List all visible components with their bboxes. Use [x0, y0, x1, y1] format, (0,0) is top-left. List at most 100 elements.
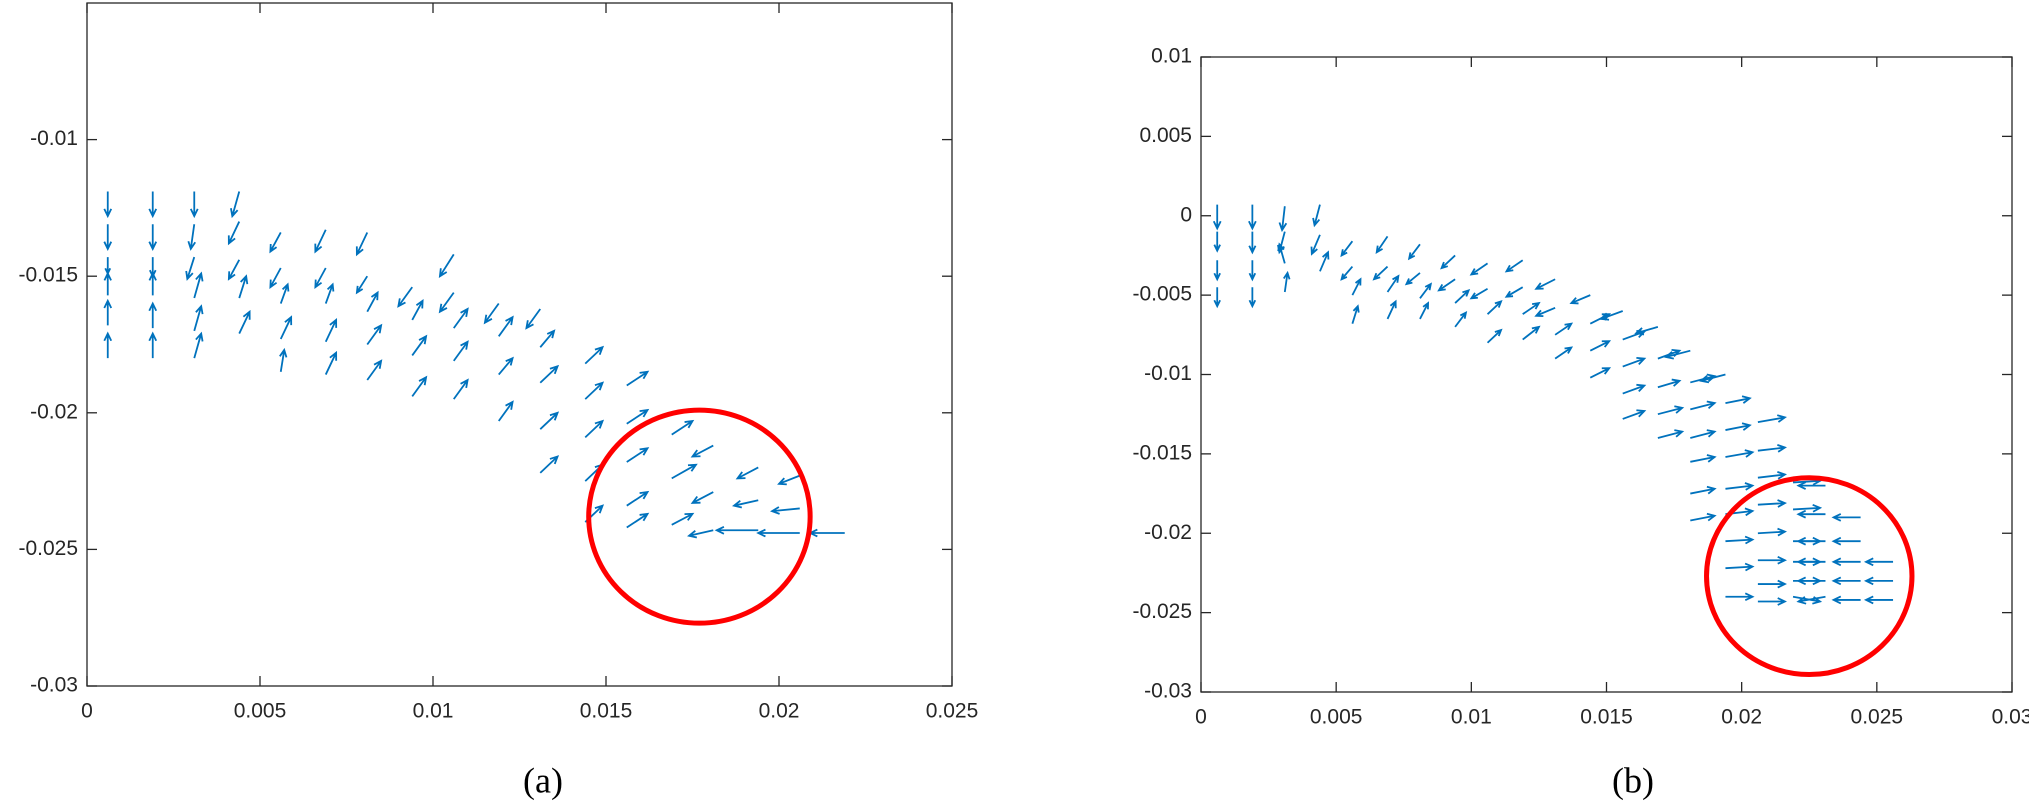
arrow: [104, 257, 112, 276]
y-tick-label: -0.01: [1144, 362, 1192, 385]
arrow: [1248, 231, 1257, 255]
arrow: [1725, 482, 1755, 491]
arrow: [1796, 595, 1826, 605]
arrow: [1757, 597, 1787, 606]
arrow: [1454, 310, 1468, 328]
arrow: [1386, 299, 1397, 320]
arrow: [438, 292, 455, 314]
arrow: [103, 271, 112, 296]
y-tick-label: -0.03: [1144, 680, 1192, 703]
arrow: [1212, 204, 1222, 231]
arrow: [1504, 259, 1524, 273]
arrow: [1622, 356, 1647, 368]
arrow: [498, 356, 514, 376]
arrow: [185, 256, 196, 281]
x-tick-label: 0: [1195, 706, 1207, 729]
arrow: [1312, 204, 1321, 228]
arrow: [366, 323, 383, 346]
arrow: [498, 400, 514, 422]
arrow: [1796, 576, 1826, 586]
arrow: [1725, 395, 1752, 404]
y-tick-label: -0.025: [18, 537, 78, 560]
arrow: [314, 229, 327, 254]
arrow: [1554, 322, 1574, 336]
arrow: [1283, 270, 1291, 293]
arrow: [1757, 527, 1787, 537]
arrow: [1213, 260, 1221, 282]
arrow: [539, 455, 560, 474]
y-tick-label: -0.03: [30, 674, 78, 697]
arrow: [1757, 579, 1787, 589]
arrow: [230, 191, 241, 219]
arrow: [584, 381, 605, 400]
arrow: [687, 529, 714, 539]
x-tick-label: 0.025: [926, 700, 979, 723]
arrow: [1277, 242, 1286, 264]
arrow: [1486, 328, 1503, 344]
arrow: [397, 286, 413, 308]
arrow: [626, 512, 650, 529]
x-tick-label: 0.01: [1451, 706, 1492, 729]
arrow: [1622, 409, 1647, 420]
arrow: [1863, 595, 1894, 605]
arrow: [279, 315, 293, 340]
arrow: [227, 221, 241, 246]
arrow: [1792, 503, 1823, 513]
arrow: [539, 329, 556, 348]
arrow: [1319, 250, 1330, 272]
arrow: [1569, 294, 1591, 305]
arrow: [189, 191, 199, 219]
arrow: [539, 411, 560, 430]
arrow: [671, 463, 698, 480]
arrow: [1599, 310, 1624, 321]
arrow: [1248, 287, 1257, 309]
arrow: [269, 232, 282, 254]
arrow: [279, 347, 288, 372]
arrow: [1831, 576, 1861, 586]
arrow: [355, 275, 369, 295]
arrow: [1469, 262, 1489, 276]
arrow: [1831, 595, 1861, 605]
arrow: [1831, 557, 1861, 567]
arrow: [355, 232, 369, 257]
y-tick-label: 0.01: [1151, 45, 1192, 68]
arrow: [690, 491, 714, 504]
y-tick-label: -0.02: [1144, 521, 1192, 544]
arrow: [1437, 278, 1456, 292]
arrow: [314, 267, 327, 289]
arrow: [1796, 481, 1826, 490]
arrow: [1248, 204, 1257, 231]
arrow: [187, 224, 196, 251]
arrow: [1725, 592, 1755, 602]
x-tick-label: 0.03: [1992, 706, 2029, 729]
y-tick-label: -0.02: [30, 400, 78, 423]
arrow: [1589, 367, 1612, 379]
arrow: [1690, 485, 1717, 495]
arrow: [1589, 340, 1612, 352]
arrow: [626, 408, 650, 425]
x-tick-label: 0.005: [234, 700, 287, 723]
arrow: [1634, 326, 1659, 336]
arrow: [148, 301, 158, 329]
arrow: [269, 267, 282, 289]
y-tick-label: 0: [1180, 203, 1192, 226]
arrow: [453, 307, 469, 329]
arrow: [1454, 288, 1471, 304]
axes-box: [1200, 56, 2013, 693]
arrow: [1534, 306, 1556, 318]
arrow: [1725, 422, 1752, 431]
arrow: [238, 274, 249, 299]
x-tick-label: 0: [81, 700, 93, 723]
arrow: [1248, 260, 1257, 282]
arrow: [1757, 499, 1787, 508]
arrow: [227, 259, 241, 281]
arrow: [103, 298, 113, 326]
arrow: [483, 302, 500, 325]
arrow: [1372, 265, 1389, 281]
arrow: [626, 370, 650, 387]
arrow: [626, 447, 650, 463]
arrow: [1351, 304, 1360, 324]
highlight-circle: [1704, 475, 1915, 678]
y-tick-label: -0.01: [30, 127, 78, 150]
